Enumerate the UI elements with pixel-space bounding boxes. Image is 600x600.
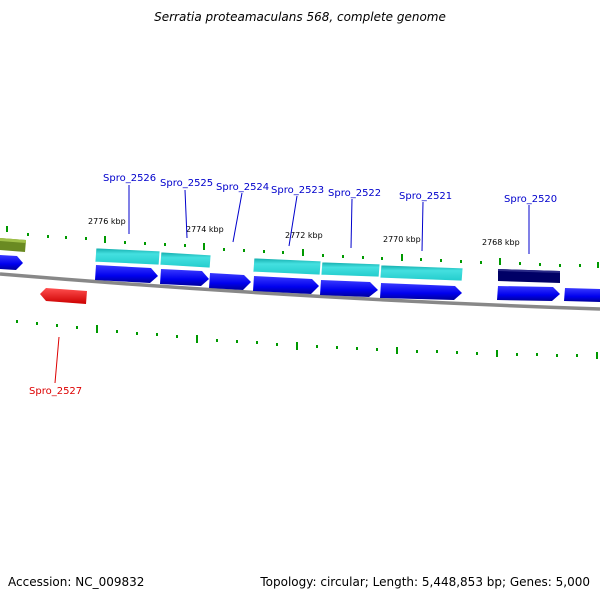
cds-arrow[interactable] — [95, 265, 158, 283]
gene-label-spro-2521[interactable]: Spro_2521 — [399, 191, 452, 202]
accession-label: Accession: NC_009832 — [8, 575, 145, 589]
rna-band[interactable] — [94, 247, 161, 266]
cds-track — [0, 255, 600, 302]
cds-arrow[interactable] — [320, 280, 378, 297]
gene-label-spro-2522[interactable]: Spro_2522 — [328, 188, 381, 199]
gene-label-spro-2526[interactable]: Spro_2526 — [103, 173, 156, 184]
scale-label-2770: 2770 kbp — [383, 235, 421, 244]
rna-band[interactable] — [320, 261, 381, 278]
leader-line-spro-2524 — [232, 192, 243, 243]
scale-label-2774: 2774 kbp — [186, 225, 224, 234]
cds-arrow[interactable] — [160, 269, 209, 286]
cds-arrow[interactable] — [0, 255, 23, 270]
leader-line-spro-2525 — [184, 189, 188, 239]
scale-label-2776: 2776 kbp — [88, 217, 126, 226]
genome-title: Serratia proteamaculans 568, complete ge… — [154, 10, 446, 24]
gene-label-spro-2524[interactable]: Spro_2524 — [216, 182, 269, 193]
lower-tick-row — [16, 320, 598, 359]
rna-band-track — [94, 247, 560, 283]
leader-line-spro-2522 — [350, 198, 353, 249]
genome-summary-label: Topology: circular; Length: 5,448,853 bp… — [260, 575, 590, 589]
cds-arrow[interactable] — [497, 286, 560, 301]
rna-band[interactable] — [252, 257, 322, 276]
leader-line-spro-2523 — [288, 195, 298, 247]
rna-band[interactable] — [379, 264, 464, 282]
gene-label-spro-2525[interactable]: Spro_2525 — [160, 178, 213, 189]
scale-label-2768: 2768 kbp — [482, 238, 520, 247]
cds-arrow[interactable] — [564, 288, 600, 302]
dark-feature-band[interactable] — [498, 269, 560, 283]
leader-line-spro-2527 — [54, 336, 60, 384]
scale-label-2772: 2772 kbp — [285, 231, 323, 240]
genome-backbone — [0, 272, 600, 311]
gene-label-spro-2523[interactable]: Spro_2523 — [271, 185, 324, 196]
leader-line-spro-2521 — [421, 201, 424, 252]
rna-band[interactable] — [159, 251, 212, 269]
cds-arrow[interactable] — [209, 273, 251, 290]
upper-tick-row — [6, 226, 599, 268]
gene-label-spro-2527[interactable]: Spro_2527 — [29, 386, 82, 397]
olive-feature[interactable] — [0, 238, 26, 252]
cds-arrow[interactable] — [253, 276, 319, 294]
gene-label-spro-2520[interactable]: Spro_2520 — [504, 194, 557, 205]
reverse-gene-spro-2527[interactable] — [40, 288, 87, 304]
cds-arrow[interactable] — [380, 283, 462, 300]
